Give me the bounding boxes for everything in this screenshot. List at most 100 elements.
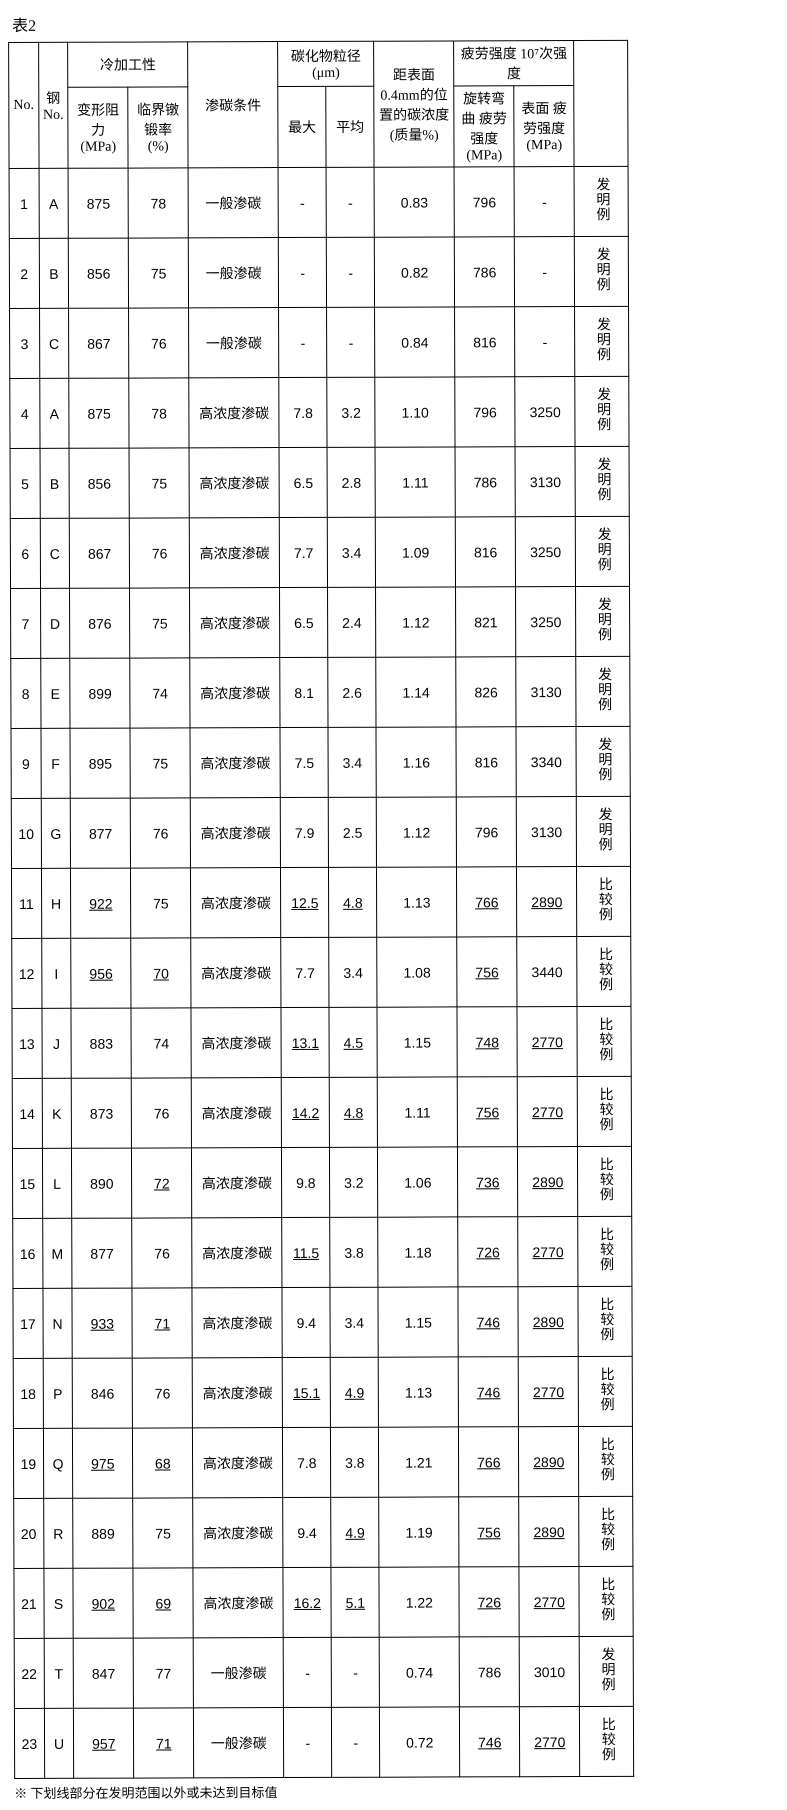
table-cell: 7 (11, 588, 41, 658)
table-cell: 875 (68, 168, 128, 238)
table-cell: 78 (128, 168, 188, 238)
remark-cell: 比较例 (579, 1566, 633, 1636)
table-cell: E (40, 658, 70, 728)
table-cell: B (40, 448, 70, 518)
table-cell: 高浓度渗碳 (192, 1358, 282, 1428)
table-row: 9F89575高浓度渗碳7.53.41.168163340发明例 (11, 726, 630, 798)
table-cell: - (278, 167, 326, 237)
table-cell: 867 (70, 518, 130, 588)
table-cell: 19 (13, 1428, 43, 1498)
table-cell: 766 (459, 1427, 519, 1497)
table-cell: 1.15 (377, 1007, 457, 1077)
table-cell: 77 (133, 1638, 193, 1708)
table-cell: 74 (130, 658, 190, 728)
table-cell: 0.84 (375, 307, 455, 377)
table-cell: 7.5 (280, 727, 328, 797)
table-cell: 7.7 (281, 937, 329, 1007)
table-cell: 3010 (519, 1637, 579, 1707)
table-cell: 76 (131, 1078, 191, 1148)
table-cell: - (326, 167, 374, 237)
table-cell: 746 (458, 1287, 518, 1357)
table-cell: 8.1 (280, 657, 328, 727)
table-cell: F (41, 728, 71, 798)
table-cell: 71 (132, 1288, 192, 1358)
col-surf: 表面 疲劳强度 (MPa) (514, 86, 574, 167)
table-row: 23U95771一般渗碳--0.727462770比较例 (14, 1706, 633, 1778)
table-cell: 高浓度渗碳 (192, 1148, 282, 1218)
table-row: 8E89974高浓度渗碳8.12.61.148263130发明例 (11, 656, 630, 728)
table-cell: 12.5 (281, 867, 329, 937)
table-cell: 975 (73, 1428, 133, 1498)
table-cell: 1.21 (379, 1427, 459, 1497)
table-cell: K (42, 1078, 72, 1148)
table-cell: C (40, 518, 70, 588)
table-row: 17N93371高浓度渗碳9.43.41.157462890比较例 (13, 1286, 632, 1358)
table-cell: 71 (134, 1708, 194, 1778)
col-forge: 临界镦锻率 (%) (128, 87, 188, 168)
table-cell: I (41, 938, 71, 1008)
data-table: No. 钢 No. 冷加工性 渗碳条件 碳化物粒径(μm) 距表面 0.4mm的… (8, 40, 634, 1779)
table-caption: 表2 (12, 9, 779, 36)
table-cell: 12 (12, 938, 42, 1008)
table-cell: - (514, 167, 574, 237)
table-cell: 2 (9, 238, 39, 308)
table-cell: 756 (457, 937, 517, 1007)
table-cell: 21 (14, 1568, 44, 1638)
col-c-conc: 距表面 0.4mm的位 置的碳浓度 (质量%) (374, 41, 454, 167)
table-head: No. 钢 No. 冷加工性 渗碳条件 碳化物粒径(μm) 距表面 0.4mm的… (9, 40, 629, 168)
table-cell: 873 (71, 1078, 131, 1148)
col-fatigue-group: 疲劳强度 10⁷次强度 (454, 41, 574, 86)
table-cell: 一般渗碳 (189, 308, 279, 378)
remark-cell: 发明例 (579, 1636, 633, 1706)
table-cell: 14 (12, 1078, 42, 1148)
table-cell: M (42, 1218, 72, 1288)
table-cell: 76 (129, 308, 189, 378)
table-cell: 6.5 (279, 447, 327, 517)
table-cell: D (40, 588, 70, 658)
table-cell: 856 (69, 448, 129, 518)
table-cell: H (41, 868, 71, 938)
table-cell: 3250 (516, 587, 576, 657)
table-cell: 72 (132, 1148, 192, 1218)
table-cell: - (283, 1637, 331, 1707)
remark-cell: 发明例 (576, 586, 630, 656)
table-cell: 9.4 (282, 1287, 330, 1357)
table-cell: 9.4 (283, 1497, 331, 1567)
table-cell: R (43, 1498, 73, 1568)
table-cell: 78 (129, 378, 189, 448)
table-cell: 3.4 (328, 517, 376, 587)
table-cell: 75 (131, 868, 191, 938)
table-cell: U (44, 1708, 74, 1778)
remark-cell: 比较例 (577, 1006, 631, 1076)
table-cell: 816 (455, 307, 515, 377)
table-cell: 877 (70, 798, 130, 868)
table-cell: 76 (130, 518, 190, 588)
table-cell: 1.16 (376, 727, 456, 797)
remark-cell: 比较例 (577, 1076, 631, 1146)
table-cell: 高浓度渗碳 (191, 868, 281, 938)
table-cell: 1.10 (375, 377, 455, 447)
table-cell: 5 (10, 448, 40, 518)
table-cell: 70 (131, 938, 191, 1008)
table-cell: L (42, 1148, 72, 1218)
table-cell: 高浓度渗碳 (190, 728, 280, 798)
table-cell: - (331, 1637, 379, 1707)
table-cell: 1.18 (378, 1217, 458, 1287)
table-cell: 3130 (515, 447, 575, 517)
table-cell: 2890 (518, 1147, 578, 1217)
table-cell: 957 (74, 1708, 134, 1778)
col-carbide-group: 碳化物粒径(μm) (278, 41, 374, 86)
table-cell: 69 (133, 1568, 193, 1638)
table-cell: 0.82 (375, 237, 455, 307)
col-avg: 平均 (326, 86, 374, 167)
table-cell: 4.8 (329, 1077, 377, 1147)
table-cell: 1.22 (379, 1567, 459, 1637)
col-no: No. (9, 42, 39, 168)
table-cell: A (39, 378, 69, 448)
table-cell: 816 (456, 517, 516, 587)
table-row: 4A87578高浓度渗碳7.83.21.107963250发明例 (10, 376, 629, 448)
table-cell: 2890 (518, 1287, 578, 1357)
table-cell: 13.1 (281, 1007, 329, 1077)
table-cell: A (39, 168, 69, 238)
table-cell: 2890 (519, 1427, 579, 1497)
